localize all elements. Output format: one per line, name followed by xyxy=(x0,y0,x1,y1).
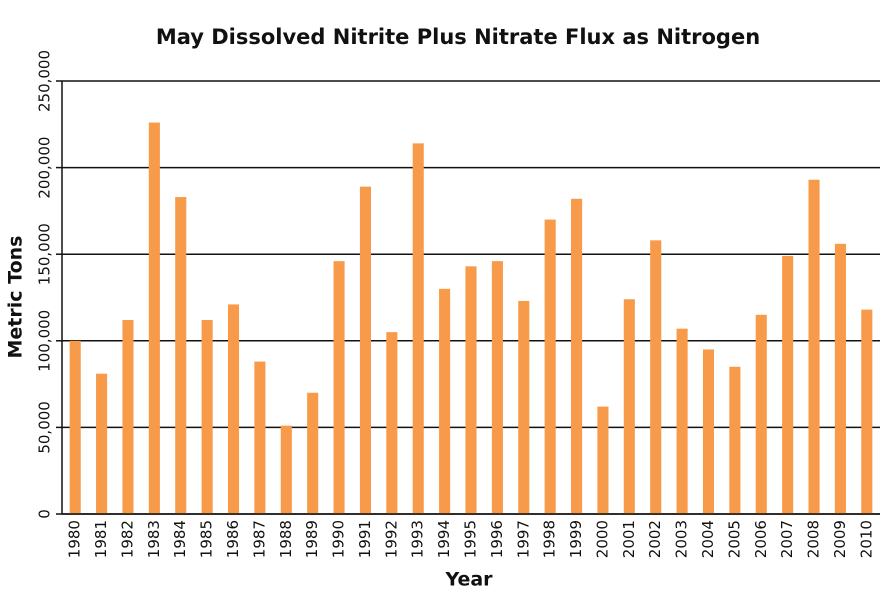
x-tick-label: 2003 xyxy=(673,520,691,558)
x-tick-label: 2010 xyxy=(857,520,875,558)
bar xyxy=(148,122,160,515)
bar xyxy=(227,304,240,514)
x-tick-label: 1999 xyxy=(567,520,585,558)
x-tick-label: 2000 xyxy=(593,520,611,558)
y-tick-label: 0 xyxy=(36,509,54,519)
bar xyxy=(861,309,873,514)
x-tick-label: 2002 xyxy=(646,520,664,558)
bar xyxy=(307,392,319,514)
y-tick-label: 250,000 xyxy=(36,50,54,112)
bar xyxy=(544,219,556,514)
x-tick-label: 1982 xyxy=(118,520,136,558)
bar xyxy=(834,243,846,515)
y-tick-label: 100,000 xyxy=(36,310,54,372)
x-tick-label: 1989 xyxy=(303,520,321,558)
bar xyxy=(782,255,794,514)
x-tick-label: 1995 xyxy=(462,520,480,558)
bar xyxy=(702,349,715,514)
x-axis-title: Year xyxy=(444,569,493,591)
x-tick-label: 2007 xyxy=(778,520,796,558)
x-tick-label: 1988 xyxy=(277,520,295,558)
bar xyxy=(518,300,530,514)
bar xyxy=(359,186,371,515)
bar xyxy=(650,240,662,514)
bar xyxy=(465,266,477,514)
y-tick-label: 150,000 xyxy=(36,223,54,285)
x-tick-label: 2008 xyxy=(805,520,823,558)
x-tick-label: 1998 xyxy=(541,520,559,558)
x-tick-label: 1991 xyxy=(356,520,374,558)
x-tick-label: 1980 xyxy=(66,520,84,558)
x-tick-label: 1993 xyxy=(409,520,427,558)
bar xyxy=(676,328,688,514)
bar xyxy=(412,143,424,515)
x-tick-label: 1996 xyxy=(488,520,506,558)
bar xyxy=(96,373,108,514)
bar xyxy=(201,320,213,514)
bar xyxy=(386,332,398,514)
y-tick-label: 200,000 xyxy=(36,137,54,199)
bar xyxy=(333,261,345,514)
bar xyxy=(439,288,451,514)
x-tick-label: 2001 xyxy=(620,520,638,558)
x-tick-label: 1992 xyxy=(382,520,400,558)
x-tick-label: 1985 xyxy=(198,520,216,558)
x-tick-label: 2004 xyxy=(699,520,717,558)
x-tick-label: 1986 xyxy=(224,520,242,558)
bar xyxy=(175,197,187,514)
bar xyxy=(122,320,134,514)
bar xyxy=(808,179,820,514)
x-tick-label: 1990 xyxy=(330,520,348,558)
bar xyxy=(280,425,292,514)
x-tick-label: 2006 xyxy=(752,520,770,558)
bar xyxy=(571,198,583,514)
x-tick-label: 2005 xyxy=(725,520,743,558)
y-axis-title: Metric Tons xyxy=(5,236,27,359)
bar xyxy=(69,340,81,514)
x-tick-label: 1987 xyxy=(250,520,268,558)
bar xyxy=(755,314,767,514)
bar xyxy=(623,299,635,514)
x-tick-label: 1997 xyxy=(514,520,532,558)
bar xyxy=(729,366,741,514)
bar xyxy=(254,361,266,514)
chart-title: May Dissolved Nitrite Plus Nitrate Flux … xyxy=(156,25,760,49)
y-tick-label: 50,000 xyxy=(36,401,54,454)
x-tick-label: 1984 xyxy=(171,520,189,558)
bar xyxy=(597,406,609,514)
x-tick-label: 1983 xyxy=(145,520,163,558)
x-tick-label: 1981 xyxy=(92,520,110,558)
bar xyxy=(491,261,503,514)
x-tick-label: 1994 xyxy=(435,520,453,558)
x-tick-label: 2009 xyxy=(831,520,849,558)
